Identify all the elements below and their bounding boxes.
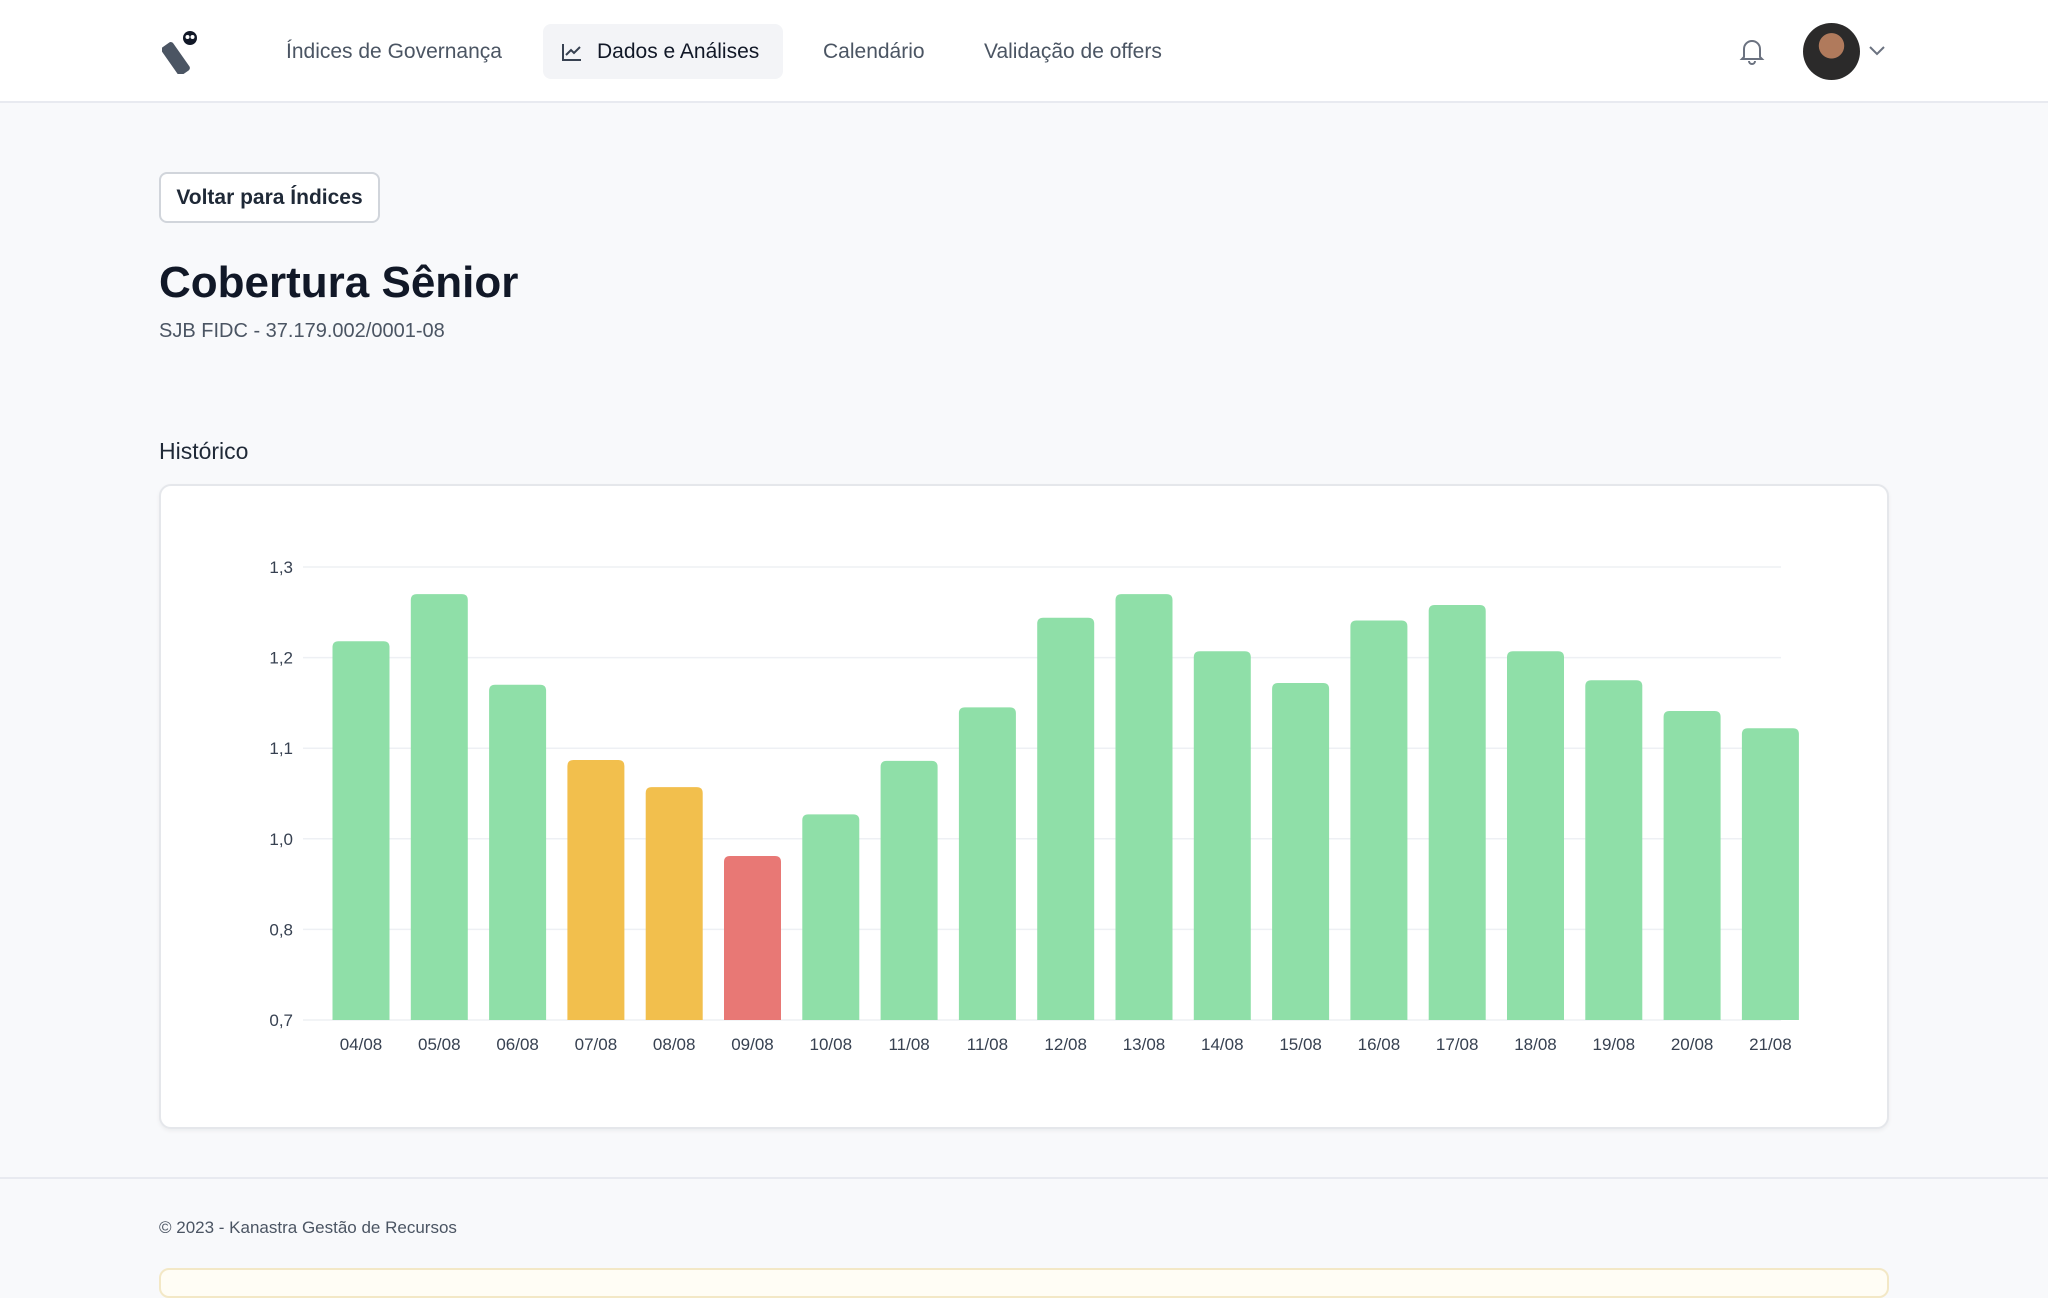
x-tick-label: 16/08 <box>1358 1035 1401 1054</box>
section-title: Histórico <box>159 438 249 464</box>
nav-dados-analises[interactable]: Dados e Análises <box>543 24 783 79</box>
bar[interactable] <box>1585 680 1643 1020</box>
bar[interactable] <box>880 760 938 1020</box>
bottom-banner <box>159 1268 1889 1298</box>
bar[interactable] <box>1663 711 1721 1020</box>
bar[interactable] <box>1350 620 1408 1020</box>
bell-icon[interactable] <box>1738 36 1766 66</box>
bar[interactable] <box>410 594 468 1020</box>
bar[interactable] <box>489 684 547 1020</box>
nav-calendario[interactable]: Calendário <box>823 40 925 63</box>
page-subtitle: SJB FIDC - 37.179.002/0001-08 <box>159 320 445 342</box>
footer-divider <box>0 1177 2048 1179</box>
bar[interactable] <box>1272 682 1330 1020</box>
x-tick-label: 06/08 <box>496 1035 539 1054</box>
bar[interactable] <box>645 787 703 1020</box>
kanastra-logo[interactable] <box>162 28 202 74</box>
bar[interactable] <box>332 641 390 1020</box>
y-tick-label: 1,0 <box>269 830 293 849</box>
chart-line-icon <box>562 44 581 62</box>
x-tick-label: 09/08 <box>731 1035 774 1054</box>
chart-card: 0,70,81,01,11,21,3Índice04/0805/0806/080… <box>159 484 1889 1129</box>
bar[interactable] <box>1037 617 1095 1020</box>
bar[interactable] <box>567 759 625 1020</box>
x-tick-label: 07/08 <box>575 1035 618 1054</box>
nav-indices-governanca[interactable]: Índices de Governança <box>286 40 502 63</box>
x-tick-label: 15/08 <box>1279 1035 1322 1054</box>
x-tick-label: 21/08 <box>1749 1035 1792 1054</box>
bar[interactable] <box>1115 594 1173 1020</box>
bar[interactable] <box>958 707 1016 1020</box>
bar[interactable] <box>1428 605 1486 1020</box>
avatar[interactable] <box>1803 23 1860 80</box>
y-tick-label: 0,7 <box>269 1011 293 1030</box>
bar[interactable] <box>802 814 860 1020</box>
x-tick-label: 18/08 <box>1514 1035 1557 1054</box>
y-tick-label: 0,8 <box>269 920 293 939</box>
x-tick-label: 14/08 <box>1201 1035 1244 1054</box>
top-nav: Índices de Governança Dados e Análises C… <box>0 0 2048 103</box>
bar-chart: 0,70,81,01,11,21,3Índice04/0805/0806/080… <box>269 558 1799 1054</box>
x-tick-label: 13/08 <box>1123 1035 1166 1054</box>
x-tick-label: 11/08 <box>967 1035 1008 1054</box>
y-tick-label: 1,2 <box>269 649 293 668</box>
x-tick-label: 17/08 <box>1436 1035 1479 1054</box>
back-to-indices-button[interactable]: Voltar para Índices <box>159 172 380 223</box>
bar[interactable] <box>1741 728 1799 1020</box>
page-title: Cobertura Sênior <box>159 258 519 307</box>
chevron-down-icon[interactable] <box>1868 44 1886 56</box>
nav-validacao-offers[interactable]: Validação de offers <box>984 40 1162 63</box>
x-tick-label: 04/08 <box>340 1035 383 1054</box>
x-tick-label: 20/08 <box>1671 1035 1714 1054</box>
x-tick-label: 11/08 <box>888 1035 929 1054</box>
bar[interactable] <box>1507 651 1564 1020</box>
x-tick-label: 08/08 <box>653 1035 696 1054</box>
x-tick-label: 10/08 <box>810 1035 853 1054</box>
y-tick-label: 1,3 <box>269 558 293 577</box>
x-tick-label: 12/08 <box>1044 1035 1087 1054</box>
y-tick-label: 1,1 <box>269 739 293 758</box>
x-tick-label: 05/08 <box>418 1035 461 1054</box>
bar[interactable] <box>1193 651 1251 1020</box>
bar[interactable] <box>724 856 781 1020</box>
x-tick-label: 19/08 <box>1593 1035 1636 1054</box>
nav-label: Dados e Análises <box>597 40 760 63</box>
footer-copyright: © 2023 - Kanastra Gestão de Recursos <box>159 1218 457 1237</box>
